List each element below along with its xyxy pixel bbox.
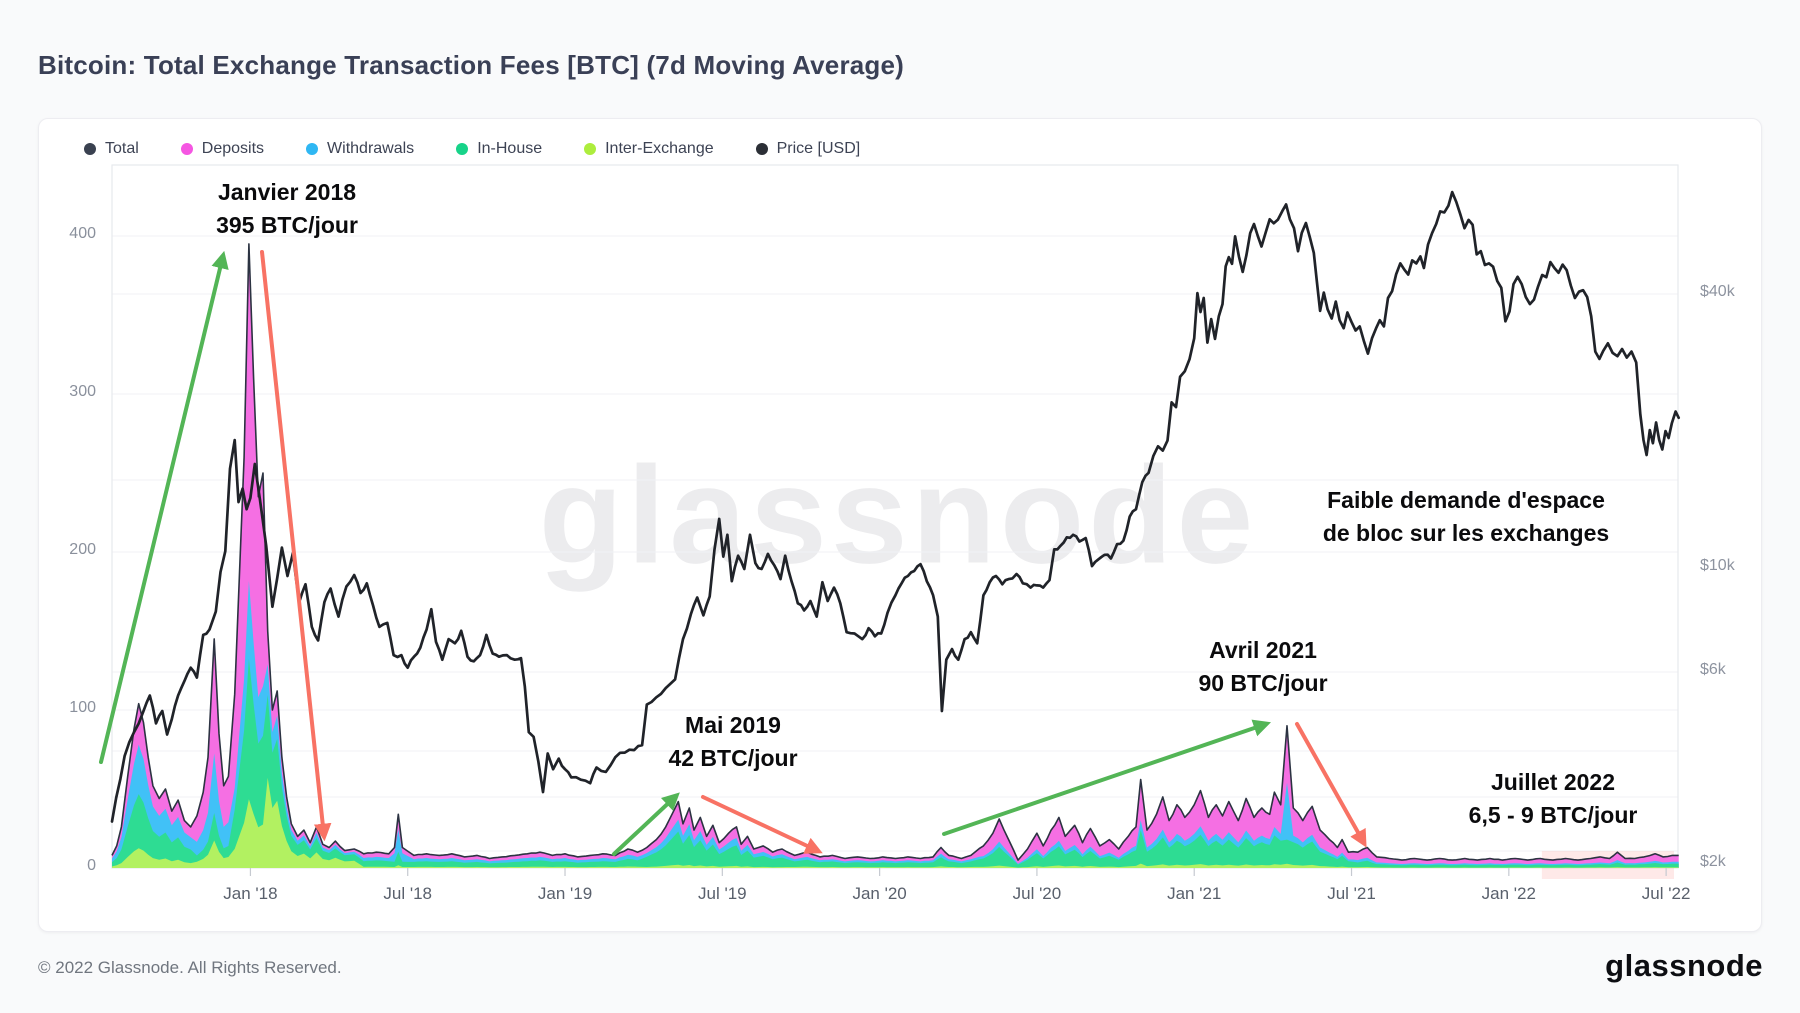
annotation-faible-demande: Faible demande d'espace de bloc sur les … [1323,484,1609,550]
legend-item-price[interactable]: Price [USD] [755,140,861,158]
series-total-line [111,243,1679,861]
legend-label: Deposits [201,140,265,157]
annotation-avril-2021: Avril 2021 90 BTC/jour [1198,634,1327,700]
x-axis-tick-Jul20: Jul '20 [1012,884,1062,903]
left-axis-tick-400: 400 [69,225,96,242]
chart-card [38,118,1762,932]
right-axis-tick-6k: $6k [1700,661,1726,678]
annotation-line: 90 BTC/jour [1198,670,1328,696]
chart-legend: Total Deposits Withdrawals In-House Inte… [84,136,860,162]
x-axis-tick-Jan22: Jan '22 [1481,884,1536,903]
annotation-line: Juillet 2022 [1490,769,1616,795]
series-deposits [112,243,1679,868]
left-axis-tick-100: 100 [69,699,96,716]
right-axis-tick-40k: $40k [1700,283,1735,300]
annotation-line: Avril 2021 [1209,637,1317,663]
inhouse-dot-icon [456,143,469,155]
legend-item-withdrawals[interactable]: Withdrawals [306,140,414,158]
x-axis-tick-Jan21: Jan '21 [1167,884,1222,903]
annotation-line: Mai 2019 [685,712,781,738]
page-title: Bitcoin: Total Exchange Transaction Fees… [38,50,905,80]
series-interexchange [112,777,1679,868]
legend-label: Withdrawals [327,140,415,157]
series-inhouse [112,658,1679,868]
annotation-line: de bloc sur les exchanges [1322,520,1610,546]
legend-label: Price [USD] [776,140,861,157]
series-price-line [110,190,1681,823]
arrow-green-janvier-2018 [99,250,229,764]
withdrawals-dot-icon [306,143,319,155]
x-axis-tick-Jul18: Jul '18 [383,884,433,903]
annotation-janvier-2018: Janvier 2018 395 BTC/jour [216,176,358,242]
glassnode-logo: glassnode [1605,948,1763,983]
x-axis-tick-Jan20: Jan '20 [852,884,907,903]
price-dot-icon [755,143,768,155]
annotation-line: 6,5 - 9 BTC/jour [1468,802,1638,828]
right-axis-tick-10k: $10k [1700,557,1735,574]
right-axis-tick-2k: $2k [1700,853,1726,870]
legend-label: Inter-Exchange [605,140,714,157]
x-axis-tick-Jul21: Jul '21 [1327,884,1376,903]
legend-item-deposits[interactable]: Deposits [180,140,265,158]
legend-item-total[interactable]: Total [84,140,139,158]
x-axis-tick-Jan19: Jan '19 [537,884,593,903]
x-axis-tick-Jan18: Jan '18 [223,884,278,903]
x-axis-tick-Jul22: Jul '22 [1641,884,1691,903]
annotation-line: Faible demande d'espace [1327,487,1605,513]
arrow-green-avril-2021 [942,719,1271,836]
series-withdrawals [112,580,1679,868]
annotation-line: 42 BTC/jour [668,745,798,771]
arrow-red-avril-2021 [1295,722,1367,848]
arrow-green-mai-2019 [612,792,680,856]
left-axis-tick-200: 200 [69,541,96,558]
interexchange-dot-icon [584,143,597,155]
total-dot-icon [84,143,96,155]
arrow-red-mai-2019 [701,795,823,854]
annotation-line: Janvier 2018 [217,179,357,205]
legend-item-inhouse[interactable]: In-House [456,140,542,158]
arrow-red-janvier-2018 [260,250,332,842]
annotation-juillet-2022: Juillet 2022 6,5 - 9 BTC/jour [1469,766,1638,832]
legend-item-interexchange[interactable]: Inter-Exchange [584,140,714,158]
glassnode-watermark: glassnode [538,438,1258,593]
x-axis-tick-Jul19: Jul '19 [698,884,747,903]
legend-label: Total [105,140,139,157]
deposits-dot-icon [180,143,193,155]
annotation-line: 395 BTC/jour [216,212,358,238]
copyright-text: © 2022 Glassnode. All Rights Reserved. [38,958,342,977]
annotation-mai-2019: Mai 2019 42 BTC/jour [668,709,797,775]
left-axis-tick-300: 300 [69,383,96,400]
legend-label: In-House [477,140,543,157]
left-axis-tick-0: 0 [87,857,96,874]
